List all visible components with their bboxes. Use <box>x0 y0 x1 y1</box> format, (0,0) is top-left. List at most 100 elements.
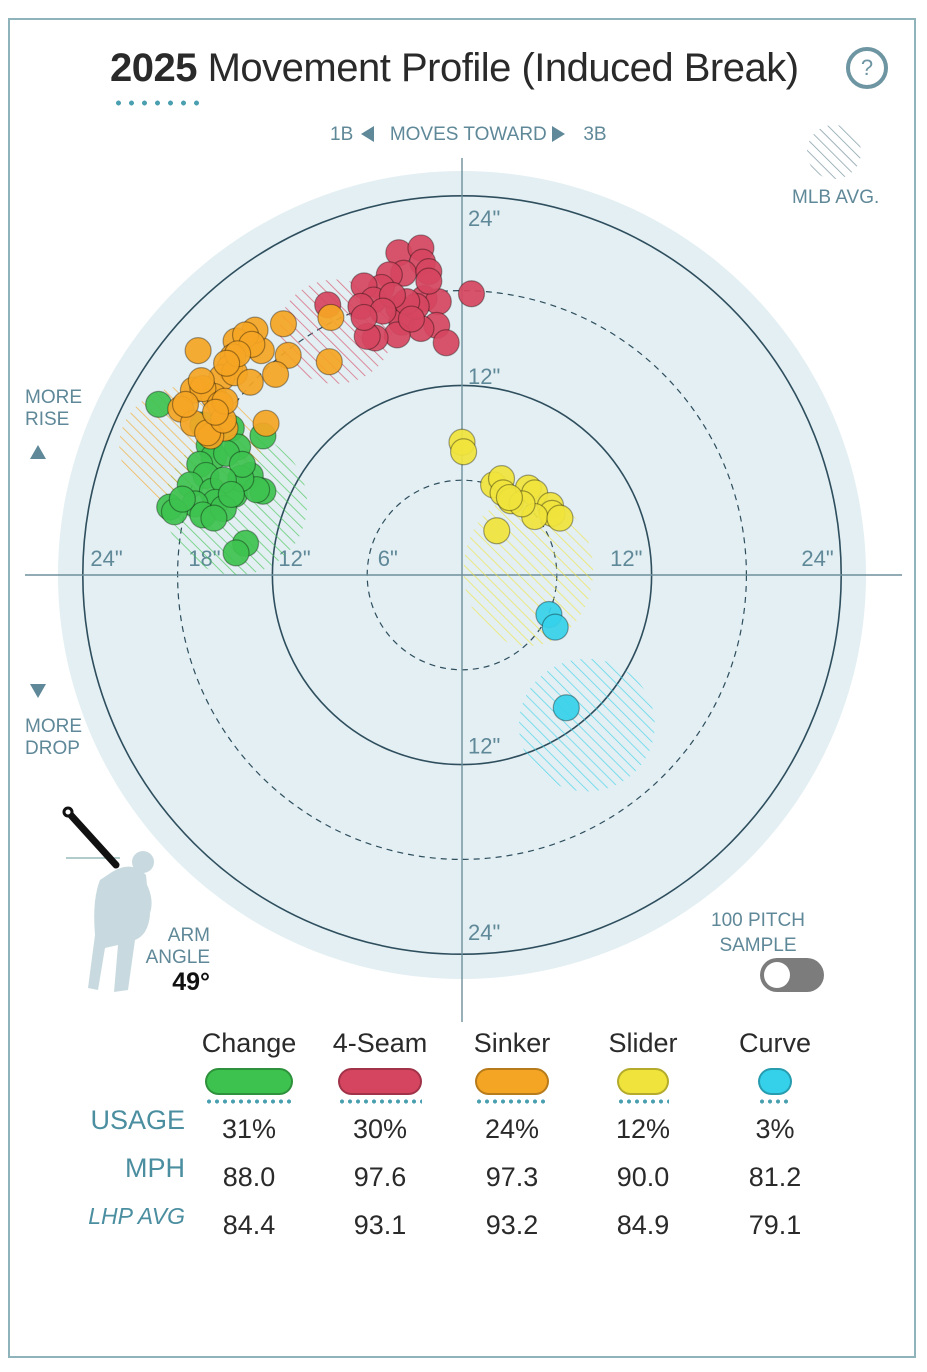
mph-row-label: MPH <box>125 1153 185 1183</box>
mlb-avg-hatch-icon <box>807 125 861 179</box>
direction-middle: MOVES TOWARD <box>389 124 547 145</box>
pitch-points <box>145 234 580 722</box>
pitch-point[interactable] <box>397 305 426 333</box>
swatch-underline-dots <box>475 1099 549 1104</box>
series-sinker <box>167 303 345 450</box>
pitch-point[interactable] <box>317 303 345 332</box>
lhp-avg-value: 93.1 <box>353 1210 407 1240</box>
usage-value: 31% <box>221 1114 277 1144</box>
pitch-sample-line1: 100 PITCH <box>711 910 805 931</box>
legend-column-curve: Curve 3% 81.2 79.1 <box>710 1025 840 1249</box>
legend-column-change: Change 31% 88.0 84.4 <box>184 1025 314 1249</box>
legend-column-slider: Slider 12% 90.0 84.9 <box>578 1025 708 1249</box>
usage-value: 24% <box>484 1114 540 1144</box>
direction-label: 1B MOVES TOWARD 3B <box>330 124 607 146</box>
pitch-name[interactable]: 4-Seam <box>332 1028 428 1058</box>
arm-angle-line2: ANGLE <box>145 947 210 968</box>
pitch-point[interactable] <box>184 337 212 365</box>
arrow-left-icon <box>361 126 374 142</box>
title-year: 2025 <box>110 46 197 90</box>
pitch-color-swatch[interactable] <box>758 1068 792 1095</box>
pitch-sample-toggle[interactable] <box>760 958 824 992</box>
swatch-wrap <box>578 1061 708 1105</box>
pitch-legend-table: USAGE MPH LHP AVG Change 31% 88.0 84.4 4-Sea… <box>0 1025 927 1265</box>
pitch-name[interactable]: Slider <box>608 1028 678 1058</box>
pitch-point[interactable] <box>168 485 196 513</box>
mph-value: 81.2 <box>748 1162 802 1192</box>
lhp-avg-value: 93.2 <box>485 1210 539 1240</box>
swatch-wrap <box>315 1061 445 1105</box>
pitch-point[interactable] <box>228 450 256 478</box>
pitch-point[interactable] <box>449 438 478 466</box>
lhp-avg-value: 84.4 <box>222 1210 276 1240</box>
pitch-color-swatch[interactable] <box>205 1068 293 1095</box>
pitch-point[interactable] <box>269 310 298 338</box>
pitch-point[interactable] <box>187 367 215 395</box>
more-drop-line2: DROP <box>25 738 80 759</box>
pitch-point[interactable] <box>212 349 241 377</box>
ring-label-h-4: 12" <box>610 546 642 571</box>
more-rise-line2: RISE <box>25 409 70 430</box>
pitch-name[interactable]: Change <box>201 1028 297 1058</box>
pitch-point[interactable] <box>541 613 569 641</box>
pitch-color-swatch[interactable] <box>338 1068 422 1095</box>
swatch-wrap <box>184 1061 314 1105</box>
swatch-underline-dots <box>758 1099 792 1104</box>
direction-left: 1B <box>330 124 354 145</box>
pitch-point[interactable] <box>171 390 200 418</box>
direction-arrows <box>30 126 565 698</box>
pitch-point[interactable] <box>315 348 343 376</box>
help-icon: ? <box>860 55 874 80</box>
pitch-point[interactable] <box>457 280 486 308</box>
movement-chart: 24"18"12"6"12"24"24"12"12"24" <box>25 125 902 1022</box>
mph-value: 97.6 <box>353 1162 407 1192</box>
ring-label-h-5: 24" <box>801 546 833 571</box>
pitch-name[interactable]: Curve <box>738 1028 812 1058</box>
pitch-point[interactable] <box>252 409 280 437</box>
swatch-underline-dots <box>617 1099 669 1104</box>
pitch-point[interactable] <box>415 267 443 295</box>
card-frame <box>8 18 916 1358</box>
pitch-point[interactable] <box>483 517 511 545</box>
usage-value: 3% <box>755 1114 795 1144</box>
arm-angle-label: ARM ANGLE <box>130 925 210 969</box>
pitch-point[interactable] <box>236 368 264 396</box>
pitch-point[interactable] <box>552 694 580 722</box>
more-rise-label: MORE RISE <box>25 387 82 431</box>
pitch-name[interactable]: Sinker <box>473 1028 551 1058</box>
mph-value: 90.0 <box>616 1162 670 1192</box>
mph-value: 97.3 <box>485 1162 539 1192</box>
title-underline-dots <box>112 100 204 106</box>
usage-value: 12% <box>615 1114 671 1144</box>
pitch-point[interactable] <box>495 483 523 512</box>
swatch-wrap <box>710 1061 840 1105</box>
ring-label-v-1: 12" <box>468 364 500 389</box>
avg-zone-curve <box>518 658 655 792</box>
mph-value: 88.0 <box>222 1162 276 1192</box>
pitch-point[interactable] <box>217 480 245 509</box>
pitch-point[interactable] <box>432 329 460 357</box>
pitch-point[interactable] <box>145 390 173 418</box>
mlb-avg-label: MLB AVG. <box>792 187 880 208</box>
lhp-avg-value: 79.1 <box>748 1210 802 1240</box>
pitch-point[interactable] <box>200 504 228 532</box>
swatch-wrap <box>447 1061 577 1105</box>
pitch-point[interactable] <box>274 341 302 369</box>
ring-label-h-3: 6" <box>378 546 398 571</box>
pitch-point[interactable] <box>261 360 290 388</box>
usage-value: 30% <box>352 1114 408 1144</box>
pitch-point[interactable] <box>546 504 574 532</box>
pitch-point[interactable] <box>201 398 230 426</box>
more-rise-line1: MORE <box>25 387 82 408</box>
pitch-point[interactable] <box>350 303 378 332</box>
title-text: Movement Profile (Induced Break) <box>207 46 799 90</box>
ring-label-h-0: 24" <box>90 546 122 571</box>
arm-angle-value: 49° <box>172 968 210 996</box>
ring-label-v-3: 24" <box>468 920 500 945</box>
direction-right: 3B <box>583 124 607 145</box>
pitch-color-swatch[interactable] <box>617 1068 669 1095</box>
pitch-sample-line2: SAMPLE <box>719 935 797 956</box>
pitch-color-swatch[interactable] <box>475 1068 549 1095</box>
help-button[interactable]: ? <box>846 47 888 89</box>
pitch-point[interactable] <box>222 539 250 567</box>
